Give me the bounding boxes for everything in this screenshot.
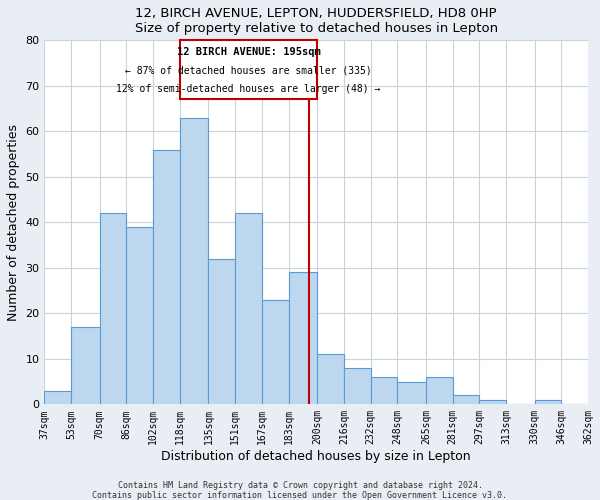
Text: Contains public sector information licensed under the Open Government Licence v3: Contains public sector information licen… — [92, 490, 508, 500]
Bar — [535, 400, 561, 404]
FancyBboxPatch shape — [180, 40, 317, 100]
Text: Contains HM Land Registry data © Crown copyright and database right 2024.: Contains HM Land Registry data © Crown c… — [118, 480, 482, 490]
Text: 12% of semi-detached houses are larger (48) →: 12% of semi-detached houses are larger (… — [116, 84, 381, 94]
Text: 12 BIRCH AVENUE: 195sqm: 12 BIRCH AVENUE: 195sqm — [176, 47, 320, 57]
Bar — [127, 227, 153, 404]
Bar — [289, 272, 317, 404]
Bar — [235, 213, 262, 404]
Y-axis label: Number of detached properties: Number of detached properties — [7, 124, 20, 321]
Bar — [452, 396, 479, 404]
Text: ← 87% of detached houses are smaller (335): ← 87% of detached houses are smaller (33… — [125, 66, 372, 76]
Bar — [71, 327, 100, 404]
Bar — [344, 368, 371, 405]
Bar — [317, 354, 344, 405]
X-axis label: Distribution of detached houses by size in Lepton: Distribution of detached houses by size … — [161, 450, 471, 463]
Bar — [153, 150, 180, 404]
Bar — [44, 390, 71, 404]
Bar — [479, 400, 506, 404]
Title: 12, BIRCH AVENUE, LEPTON, HUDDERSFIELD, HD8 0HP
Size of property relative to det: 12, BIRCH AVENUE, LEPTON, HUDDERSFIELD, … — [135, 7, 498, 35]
Bar — [100, 213, 127, 404]
Bar — [208, 258, 235, 404]
Bar — [262, 300, 289, 405]
Bar — [180, 118, 208, 405]
Bar — [397, 382, 426, 404]
Bar — [371, 377, 397, 404]
Bar — [426, 377, 452, 404]
